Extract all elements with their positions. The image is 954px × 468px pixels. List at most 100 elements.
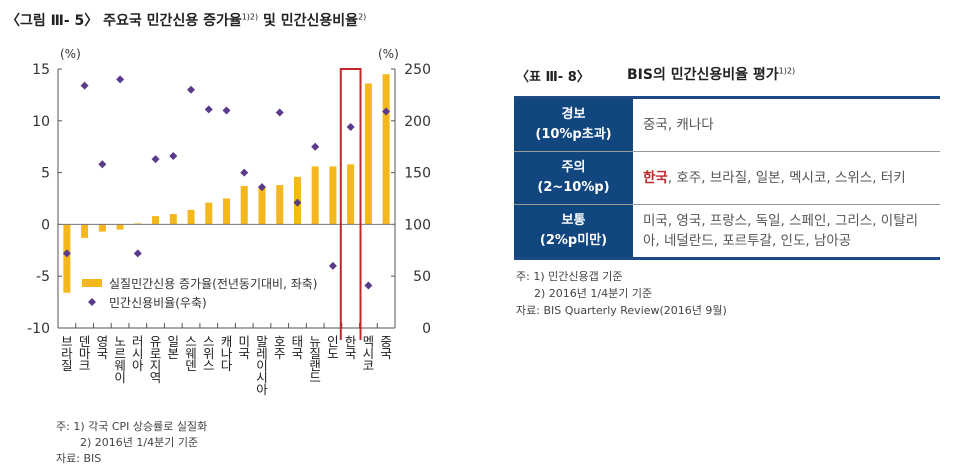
- legend-bar-label: 실질민간신용 증가율(전년동기대비, 좌축): [109, 277, 318, 291]
- bar-유로지역: [152, 216, 160, 225]
- bar-뉴질랜드: [311, 166, 319, 225]
- row-header-label: 경보: [561, 107, 586, 122]
- bar-인도: [329, 166, 337, 225]
- table-title: BIS의 민간신용비율 평가1)2): [627, 64, 795, 84]
- point-멕시코: [364, 281, 373, 290]
- row-header-criterion: (10%p초과): [535, 127, 612, 142]
- bar-호주: [276, 185, 284, 225]
- left-tick-label: -5: [36, 269, 50, 285]
- row-header-criterion: (2~10%p): [537, 180, 610, 195]
- point-유로지역: [151, 155, 160, 164]
- row-content: 한국, 호주, 브라질, 일본, 멕시코, 스위스, 터키: [633, 151, 940, 205]
- x-label: 캐나다: [220, 334, 233, 373]
- x-label: 유로지역: [149, 334, 162, 385]
- table-title-footnote: 1)2): [778, 66, 796, 76]
- left-axis-unit: (%): [60, 47, 81, 61]
- left-tick-label: -10: [27, 321, 50, 337]
- row-header-criterion: (2%p미만): [539, 233, 608, 248]
- point-미국: [240, 168, 249, 177]
- x-label: 스위스: [202, 334, 215, 373]
- row-header: 보통 (2%p미만): [514, 204, 633, 259]
- bar-덴마크: [81, 224, 89, 238]
- bar-멕시코: [364, 83, 372, 225]
- table-note-2: 2) 2016년 1/4분기 기준: [534, 287, 653, 300]
- point-인도: [328, 261, 337, 270]
- x-label: 호주: [273, 334, 286, 361]
- x-label: 덴마크: [78, 334, 91, 373]
- right-tick-label: 250: [404, 62, 431, 78]
- right-tick-label: 0: [422, 321, 431, 337]
- right-tick-label: 100: [404, 217, 431, 233]
- bar-미국: [240, 186, 248, 225]
- x-label: 미국: [238, 334, 250, 361]
- right-tick-label: 150: [404, 166, 431, 182]
- table-label: 〈표 Ⅲ- 8〉: [516, 70, 590, 85]
- x-label: 멕시코: [362, 334, 375, 373]
- figure-title-footnote: 1)2): [241, 12, 259, 22]
- right-tick-label: 50: [413, 269, 431, 285]
- row-countries: 미국, 영국, 프랑스, 독일, 스페인, 그리스, 이탈리아, 네덜란드, 포…: [643, 213, 919, 249]
- figure-note-1: 주: 1) 각국 CPI 상승률로 실질화: [56, 420, 208, 433]
- legend-diamond-swatch: [88, 298, 96, 306]
- row-countries: 중국, 캐나다: [643, 117, 714, 133]
- figure-note-2: 2) 2016년 1/4분기 기준: [80, 436, 199, 449]
- legend-dot-label: 민간신용비율(우축): [109, 296, 207, 310]
- bar-브라질: [63, 224, 71, 293]
- right-tick-label: 200: [404, 114, 431, 130]
- x-label: 한국: [344, 334, 357, 361]
- x-label: 말레이시아: [256, 334, 268, 397]
- point-스위스: [204, 105, 213, 114]
- left-tick-label: 15: [32, 62, 50, 78]
- bar-영국: [98, 224, 106, 232]
- table-row-caution: 주의 (2~10%p) 한국, 호주, 브라질, 일본, 멕시코, 스위스, 터키: [514, 151, 940, 205]
- row-header: 주의 (2~10%p): [514, 151, 633, 205]
- x-label: 뉴질랜드: [309, 334, 321, 385]
- table-title-text: BIS의 민간신용비율 평가: [627, 67, 779, 83]
- x-label: 스웨덴: [185, 334, 197, 373]
- point-한국: [346, 123, 355, 132]
- point-호주: [275, 108, 284, 117]
- point-러시아: [133, 249, 142, 258]
- x-label: 일본: [167, 334, 180, 361]
- x-label: 중국: [380, 334, 392, 361]
- x-label: 영국: [96, 334, 109, 361]
- bar-스위스: [205, 202, 213, 225]
- point-브라질: [62, 249, 71, 258]
- x-label: 브라질: [61, 334, 73, 373]
- point-말레이시아: [257, 183, 266, 192]
- table-note-1: 주: 1) 민간신용갭 기준: [516, 270, 623, 283]
- row-content: 중국, 캐나다: [633, 97, 940, 152]
- point-스웨덴: [187, 85, 196, 94]
- x-label: 러시아: [132, 334, 144, 373]
- highlight-box-korea: [339, 68, 362, 340]
- point-태국: [293, 198, 302, 207]
- bar-스웨덴: [187, 209, 195, 225]
- row-header: 경보 (10%p초과): [514, 97, 633, 152]
- bar-말레이시아: [258, 187, 266, 225]
- row-header-label: 주의: [561, 160, 586, 175]
- figure-source: 자료: BIS: [56, 452, 102, 465]
- x-label: 인도: [327, 334, 339, 361]
- figure-title-text-2: 및 민간신용비율: [258, 13, 359, 29]
- bar-러시아: [134, 223, 142, 225]
- point-캐나다: [222, 106, 231, 115]
- highlighted-country: 한국: [643, 170, 668, 186]
- bar-중국: [382, 74, 390, 225]
- figure-title-footnote-2: 2): [358, 12, 367, 22]
- legend-bar-swatch: [82, 279, 102, 287]
- figure-title-text: 〈그림 Ⅲ- 5〉 주요국 민간신용 증가율: [6, 13, 242, 29]
- point-일본: [169, 152, 178, 161]
- figure-title: 〈그림 Ⅲ- 5〉 주요국 민간신용 증가율1)2) 및 민간신용비율2): [6, 10, 366, 30]
- row-header-label: 보통: [561, 213, 586, 228]
- bar-한국: [347, 164, 355, 225]
- bar-노르웨이: [116, 224, 124, 230]
- point-노르웨이: [116, 75, 125, 84]
- x-label: 태국: [291, 334, 304, 361]
- point-뉴질랜드: [311, 142, 320, 151]
- bis-assessment-table: 경보 (10%p초과) 중국, 캐나다 주의 (2~10%p) 한국, 호주, 브라…: [514, 96, 940, 260]
- left-tick-label: 5: [41, 166, 50, 182]
- point-덴마크: [80, 81, 89, 90]
- left-tick-label: 10: [32, 114, 50, 130]
- table-row-normal: 보통 (2%p미만) 미국, 영국, 프랑스, 독일, 스페인, 그리스, 이탈리…: [514, 204, 940, 259]
